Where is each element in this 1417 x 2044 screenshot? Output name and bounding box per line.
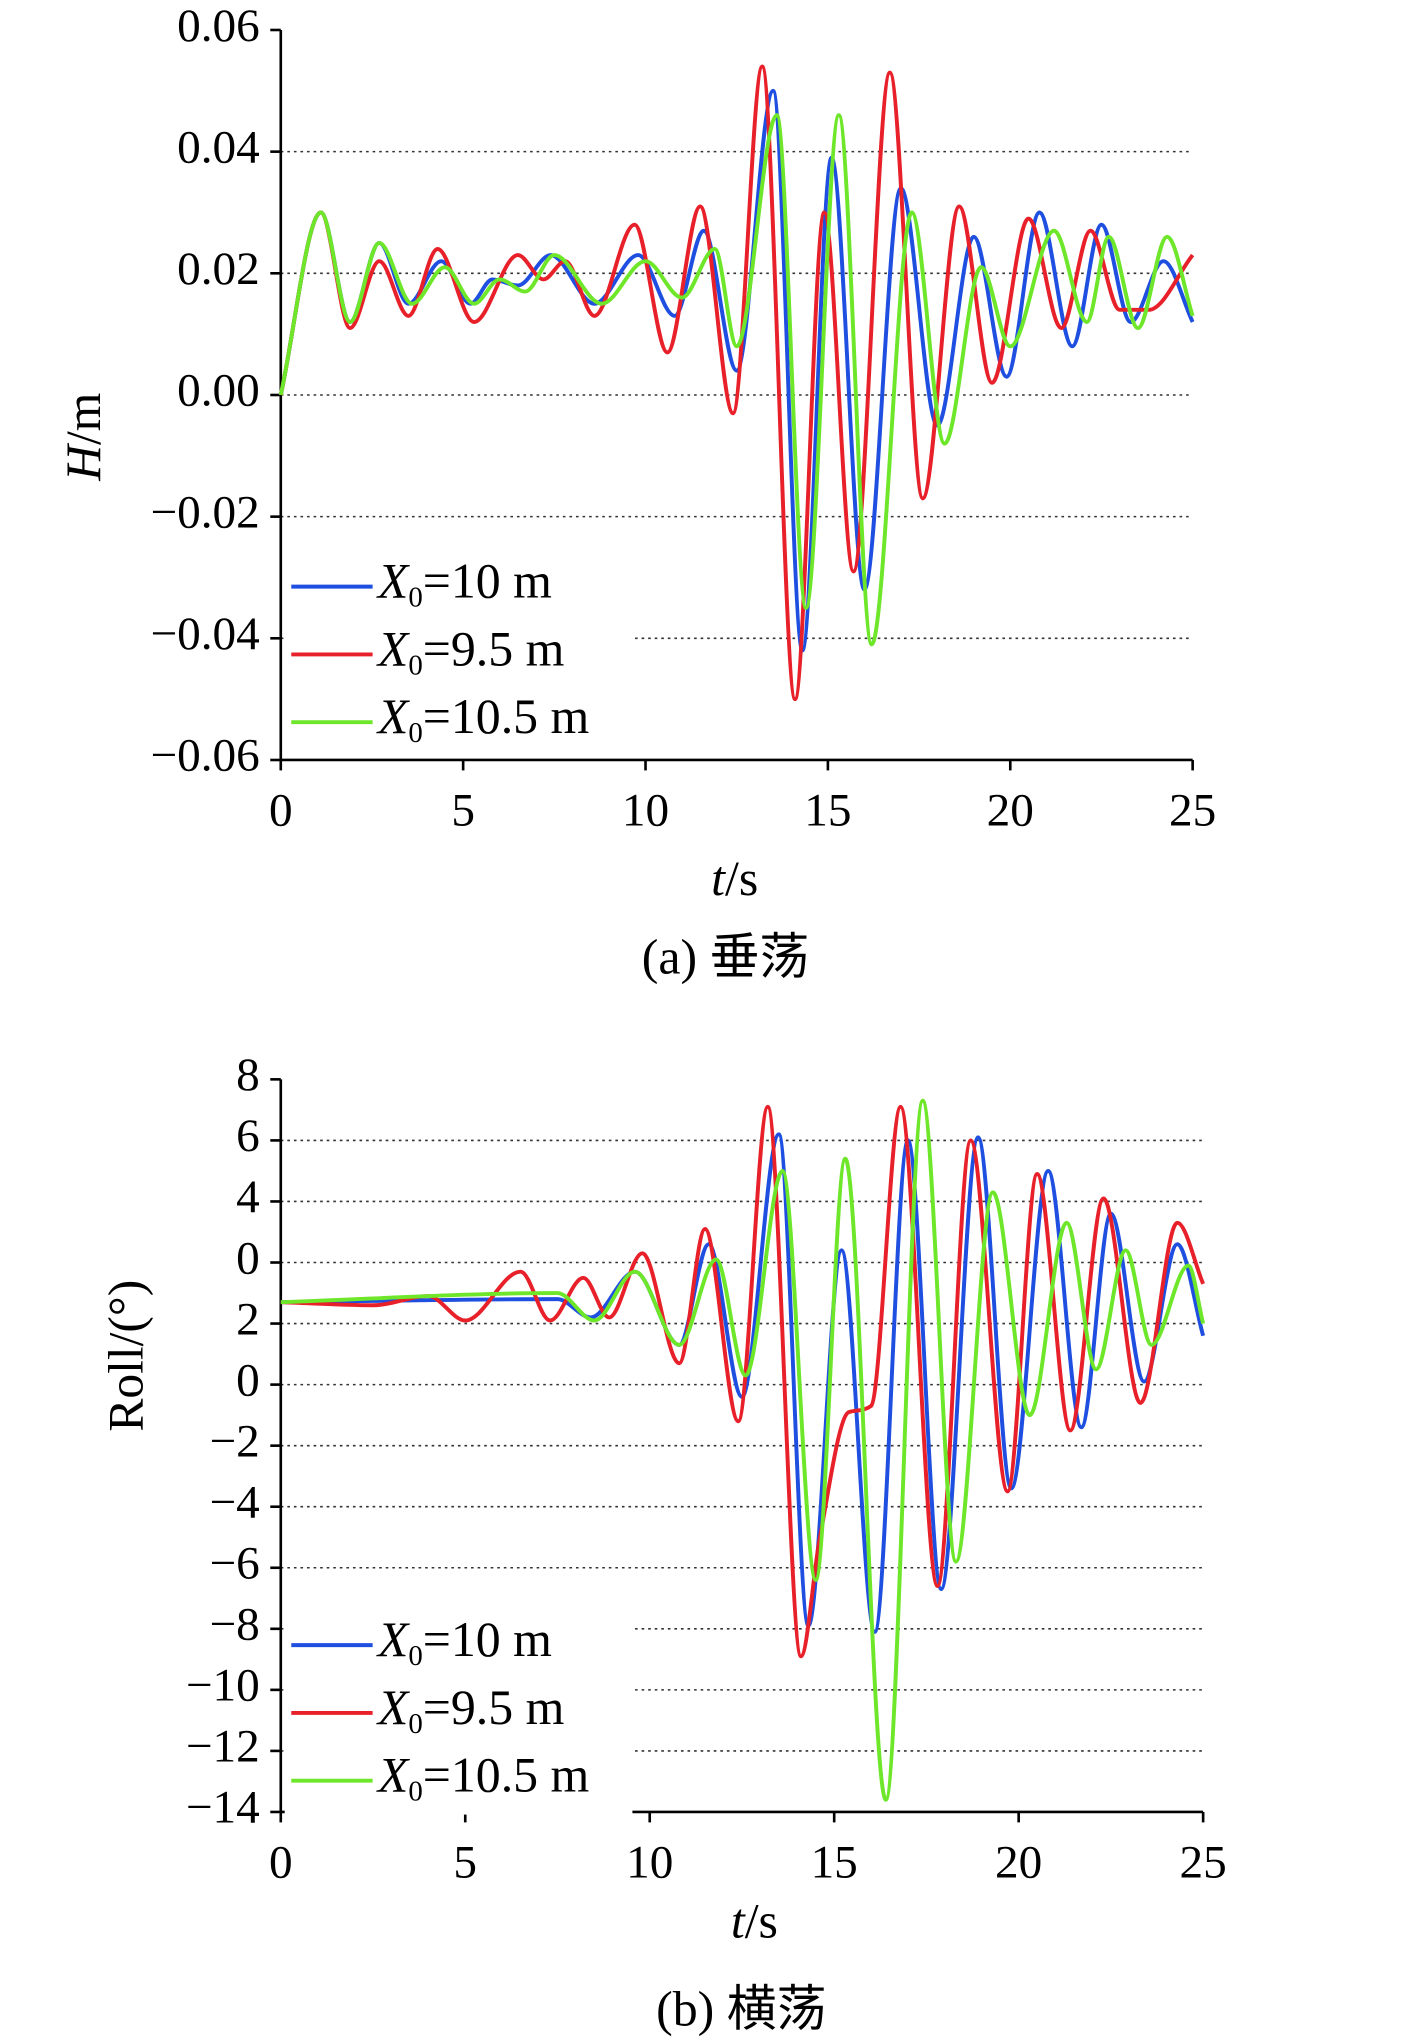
legend-label: X0=9.5 m — [376, 622, 565, 681]
y-tick-label: 8 — [236, 1049, 260, 1101]
series-line — [280, 1098, 1206, 1802]
x-tick-label: 20 — [995, 1837, 1042, 1889]
x-tick-label: 20 — [987, 785, 1034, 837]
x-tick-label: 15 — [804, 785, 851, 837]
y-tick-label: −12 — [186, 1721, 260, 1773]
y-tick-label: 6 — [236, 1110, 260, 1162]
y-tick-label: −2 — [210, 1416, 260, 1468]
series-line — [280, 1132, 1206, 1634]
y-tick-label: 0.04 — [177, 122, 260, 174]
x-axis-label: t/s — [711, 851, 758, 906]
y-tick-label: 4 — [236, 1171, 260, 1223]
y-tick-label: −4 — [210, 1477, 260, 1529]
y-tick-label: 0.02 — [177, 243, 260, 295]
x-tick-label: 5 — [453, 1837, 477, 1889]
caption: (b) 横荡 — [656, 1982, 826, 2037]
series-line — [280, 1104, 1205, 1659]
y-axis-label: H/m — [57, 393, 112, 482]
legend-label: X0=10.5 m — [376, 1748, 589, 1807]
caption: (a) 垂荡 — [642, 930, 809, 985]
legend-label: X0=10 m — [376, 554, 552, 613]
y-tick-label: −0.06 — [150, 730, 259, 782]
x-tick-label: 25 — [1169, 785, 1216, 837]
y-tick-label: 2 — [236, 1293, 260, 1345]
y-tick-label: −0.04 — [150, 608, 259, 660]
legend-label: X0=10.5 m — [376, 690, 589, 749]
x-tick-label: 0 — [269, 785, 293, 837]
y-tick-label: −0.02 — [150, 487, 259, 539]
series-line — [278, 113, 1195, 647]
y-axis-label: Roll/(°) — [99, 1280, 154, 1432]
y-tick-label: −8 — [210, 1599, 260, 1651]
x-tick-label: 10 — [626, 1837, 673, 1889]
y-tick-label: 0 — [236, 1232, 260, 1284]
x-tick-label: 15 — [811, 1837, 858, 1889]
y-tick-label: −10 — [186, 1660, 260, 1712]
y-tick-label: −6 — [210, 1538, 260, 1590]
y-tick-label: 0.06 — [177, 0, 260, 52]
x-tick-label: 10 — [622, 785, 669, 837]
legend-label: X0=9.5 m — [376, 1680, 565, 1739]
x-axis-label: t/s — [731, 1894, 778, 1949]
y-tick-label: 0 — [236, 1355, 260, 1407]
legend-label: X0=10 m — [376, 1613, 552, 1672]
x-tick-label: 25 — [1180, 1837, 1227, 1889]
y-tick-label: 0.00 — [177, 365, 260, 417]
series-line — [278, 64, 1195, 702]
x-tick-label: 0 — [269, 1837, 293, 1889]
x-tick-label: 5 — [451, 785, 475, 837]
y-tick-label: −14 — [186, 1782, 260, 1834]
